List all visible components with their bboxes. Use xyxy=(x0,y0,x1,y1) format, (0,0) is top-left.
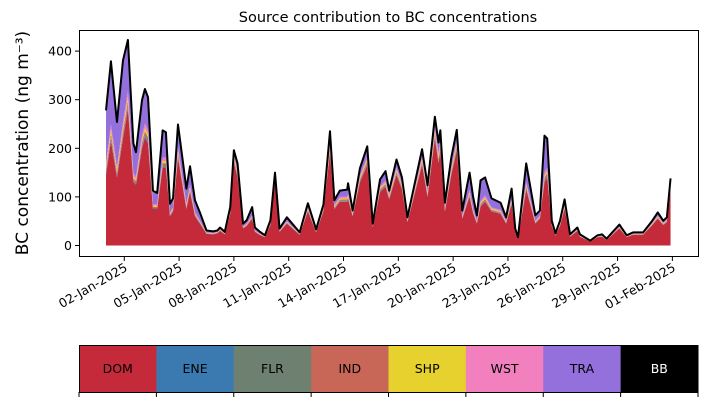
total-line-group xyxy=(105,38,672,242)
legend-swatch xyxy=(233,345,312,392)
legend-item-tra: TRA xyxy=(543,345,622,392)
plot-frame xyxy=(79,30,699,257)
y-tick-label: 300 xyxy=(48,92,72,107)
legend-label: DOM xyxy=(103,361,133,376)
legend-item-ene: ENE xyxy=(156,345,235,392)
legend-label: WST xyxy=(491,361,519,376)
y-tick-label: 400 xyxy=(48,44,72,59)
legend-label: IND xyxy=(338,361,361,376)
legend-label: SHP xyxy=(415,361,440,376)
legend-item-bb: BB xyxy=(620,345,699,392)
chart-title: Source contribution to BC concentrations xyxy=(239,10,537,26)
total-line xyxy=(105,38,672,242)
legend-label: FLR xyxy=(261,361,284,376)
legend-item-dom: DOM xyxy=(79,345,157,392)
source-colorbar-legend: DOM ENE FLR IND SHP WST TRA BB xyxy=(78,345,699,397)
legend-swatch xyxy=(543,345,622,392)
legend-item-shp: SHP xyxy=(388,345,467,392)
legend-label: TRA xyxy=(569,361,595,376)
y-tick-label: 0 xyxy=(64,238,72,253)
legend-swatch xyxy=(311,345,389,392)
legend-label: ENE xyxy=(182,361,207,376)
area-tra xyxy=(106,39,671,242)
legend-item-wst: WST xyxy=(465,345,544,392)
legend-swatch xyxy=(620,345,699,392)
stacked-areas xyxy=(106,39,671,246)
legend-swatch xyxy=(79,345,157,392)
y-tick-label: 100 xyxy=(48,189,72,204)
y-axis-label: BC concentration (ng m⁻³) xyxy=(13,31,33,255)
x-axis: 02-Jan-202505-Jan-202508-Jan-202511-Jan-… xyxy=(56,256,678,312)
legend-item-flr: FLR xyxy=(233,345,312,392)
y-tick-label: 200 xyxy=(48,141,72,156)
legend-label: BB xyxy=(651,361,668,376)
legend-swatch xyxy=(388,345,467,392)
y-axis: 0 100 200 300 400 xyxy=(48,44,80,253)
area-dom xyxy=(106,109,671,246)
legend-item-ind: IND xyxy=(311,345,389,392)
legend-swatch xyxy=(156,345,235,392)
legend-swatch xyxy=(465,345,544,392)
